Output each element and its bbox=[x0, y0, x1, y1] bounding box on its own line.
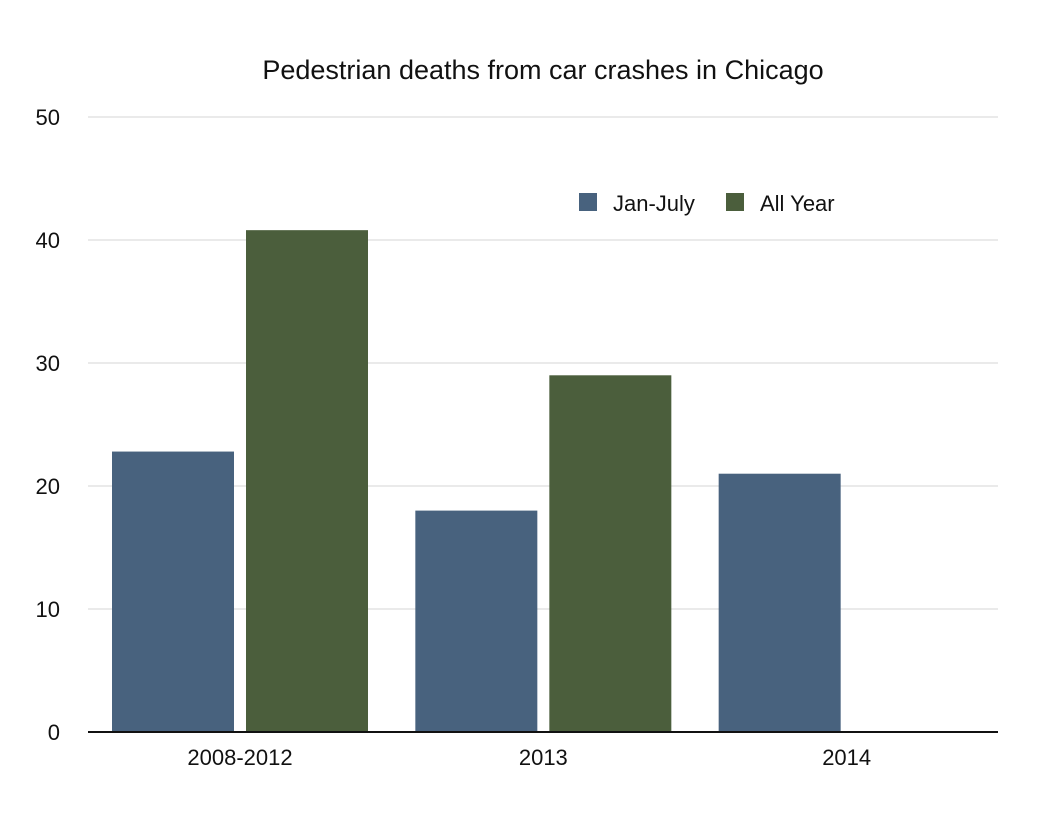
legend-label-jan-july: Jan-July bbox=[613, 191, 695, 216]
axes: 0 10 20 30 40 50 2008-2012 2013 2014 bbox=[36, 105, 998, 770]
x-tick-label-2008-2012: 2008-2012 bbox=[187, 745, 292, 770]
legend-swatch-jan-july bbox=[579, 193, 597, 211]
bar-all-year-2013 bbox=[549, 375, 672, 732]
bars bbox=[112, 230, 841, 732]
bar-jan-july-2013 bbox=[415, 510, 538, 732]
x-tick-label-2013: 2013 bbox=[519, 745, 568, 770]
y-tick-label-20: 20 bbox=[36, 474, 60, 499]
chart-title: Pedestrian deaths from car crashes in Ch… bbox=[262, 55, 823, 85]
y-tick-label-30: 30 bbox=[36, 351, 60, 376]
y-tick-label-10: 10 bbox=[36, 597, 60, 622]
y-tick-label-0: 0 bbox=[48, 720, 60, 745]
y-tick-label-40: 40 bbox=[36, 228, 60, 253]
x-tick-label-2014: 2014 bbox=[822, 745, 871, 770]
legend-swatch-all-year bbox=[726, 193, 744, 211]
bar-all-year-2008-2012 bbox=[246, 230, 368, 732]
y-tick-label-50: 50 bbox=[36, 105, 60, 130]
legend-label-all-year: All Year bbox=[760, 191, 835, 216]
gridlines bbox=[88, 116, 998, 610]
bar-jan-july-2008-2012 bbox=[112, 451, 234, 732]
bar-jan-july-2014 bbox=[718, 473, 841, 732]
legend: Jan-July All Year bbox=[579, 191, 835, 216]
